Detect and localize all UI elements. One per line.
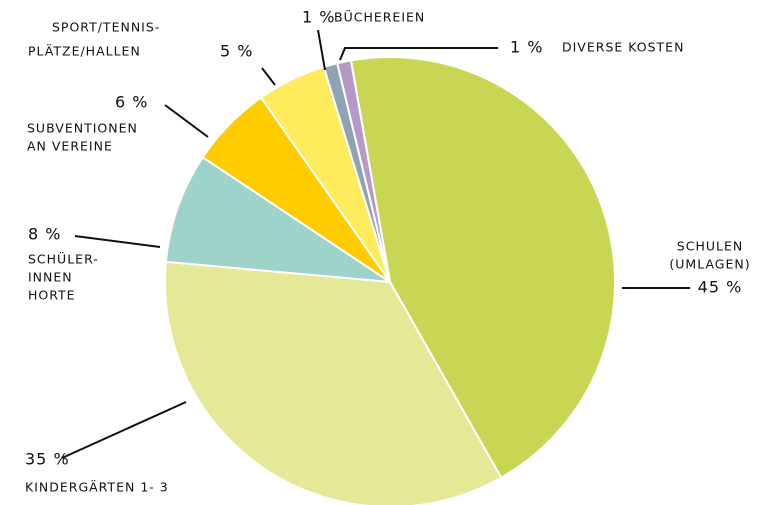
- pie-slice: [349, 56, 616, 479]
- leader-line: [261, 67, 276, 86]
- pie-slice: [164, 260, 503, 505]
- value-label: 1 %: [302, 8, 335, 27]
- pie-slice: [164, 155, 391, 283]
- slice-label: KINDERGÄRTEN 1- 3: [25, 480, 169, 495]
- slice-label: BÜCHEREIEN: [334, 9, 425, 25]
- leader-line: [164, 104, 209, 138]
- slice-label: HORTE: [28, 288, 76, 303]
- value-label: 5 %: [220, 42, 253, 61]
- slice-label: SCHULEN: [677, 239, 743, 254]
- pie-slice: [336, 59, 391, 283]
- slice-label: SUBVENTIONEN: [27, 121, 138, 136]
- slice-label: DIVERSE KOSTEN: [562, 40, 684, 55]
- slice-label: INNEN: [28, 270, 73, 285]
- slice-label: (UMLAGEN): [669, 257, 750, 272]
- value-label: 1 %: [510, 38, 543, 57]
- slice-label: SCHÜLER-: [28, 251, 99, 267]
- leader-line: [74, 235, 161, 248]
- value-label: 35 %: [25, 450, 70, 469]
- leader-line: [317, 29, 326, 71]
- value-label: 45 %: [698, 278, 743, 297]
- leader-line: [61, 401, 187, 459]
- value-label: 6 %: [115, 93, 148, 112]
- leader-line: [339, 47, 498, 61]
- slice-label: AN VEREINE: [27, 139, 113, 154]
- slice-label: PLÄTZE/HALLEN: [28, 44, 141, 59]
- value-label: 8 %: [28, 225, 61, 244]
- slice-label: SPORT/TENNIS-: [52, 20, 160, 35]
